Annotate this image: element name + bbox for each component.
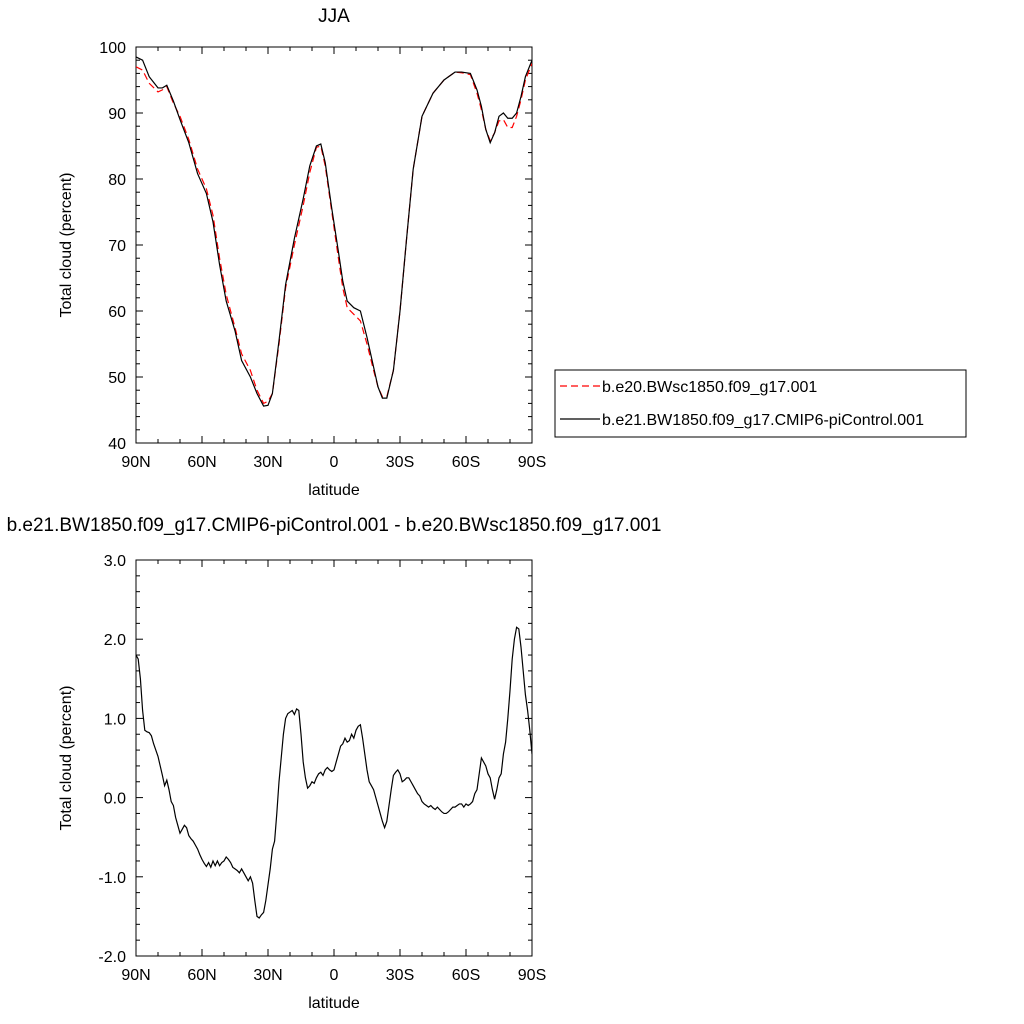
x-tick-label: 60S [452, 454, 480, 471]
y-tick-label: 40 [108, 436, 126, 453]
y-tick-label: 2.0 [104, 632, 126, 649]
x-tick-label: 0 [330, 967, 339, 984]
top-panel-legend: b.e20.BWsc1850.f09_g17.001 b.e21.BW1850.f… [554, 369, 967, 438]
y-tick-label: 90 [108, 106, 126, 123]
plot-frame [135, 46, 533, 444]
x-tick-label: 30N [253, 454, 282, 471]
y-tick-label: 50 [108, 370, 126, 387]
y-tick-label: 60 [108, 304, 126, 321]
x-tick-label: 90N [121, 967, 150, 984]
y-axis-label: Total cloud (percent) [58, 686, 75, 831]
y-tick-label: 70 [108, 238, 126, 255]
x-tick-label: 90N [121, 454, 150, 471]
y-tick-label: 100 [99, 40, 126, 57]
x-tick-label: 0 [330, 454, 339, 471]
x-tick-label: 90S [518, 967, 546, 984]
y-tick-label: 0.0 [104, 791, 126, 808]
x-tick-label: 60N [187, 967, 216, 984]
series-line-0 [136, 626, 532, 919]
y-tick-label: -2.0 [98, 949, 126, 966]
y-tick-label: 80 [108, 172, 126, 189]
y-axis-label: Total cloud (percent) [58, 173, 75, 318]
plot-frame [135, 559, 533, 957]
chart-title: b.e21.BW1850.f09_g17.CMIP6-piControl.001… [7, 515, 662, 536]
y-tick-label: 3.0 [104, 553, 126, 570]
x-axis-label: latitude [308, 482, 360, 499]
x-tick-label: 60N [187, 454, 216, 471]
y-tick-label: -1.0 [98, 870, 126, 887]
legend-label-0: b.e20.BWsc1850.f09_g17.001 [602, 379, 817, 396]
x-tick-label: 30N [253, 967, 282, 984]
x-tick-label: 30S [386, 454, 414, 471]
chart-title: JJA [318, 6, 350, 27]
top-panel: 90N 60N 30N 0 30S 60S 90S 40 50 60 70 80 90 100 latitu… [58, 6, 546, 499]
bottom-panel: 90N 60N 30N 0 30S 60S 90S -2.0 -1.0 0.0 1.0 2.0 3.0 l… [7, 515, 662, 1012]
x-tick-label: 60S [452, 967, 480, 984]
x-tick-label: 30S [386, 967, 414, 984]
legend-label-1: b.e21.BW1850.f09_g17.CMIP6-piControl.001 [602, 412, 924, 429]
series-line-0 [136, 63, 532, 405]
x-tick-label: 90S [518, 454, 546, 471]
x-axis-label: latitude [308, 995, 360, 1012]
series-line-1 [136, 56, 532, 407]
y-tick-label: 1.0 [104, 711, 126, 728]
legend-box [554, 369, 967, 438]
